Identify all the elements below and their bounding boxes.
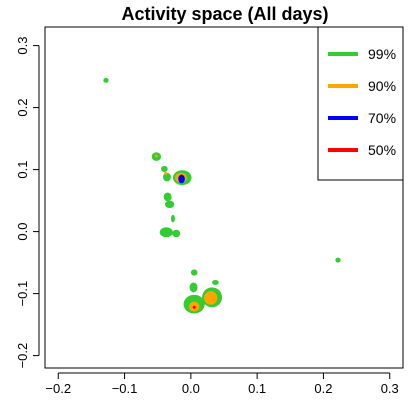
legend-label-99pct: 99%: [368, 46, 396, 62]
contour-region-99pct-8: [159, 227, 173, 238]
x-tick-label: 0.0: [182, 381, 200, 396]
contour-region-99pct-0: [103, 77, 109, 83]
contour-region-50pct-22: [192, 305, 196, 309]
contour-region-99pct-12: [212, 279, 219, 285]
contour-region-99pct-4: [163, 172, 171, 182]
contour-region-99pct-2: [161, 165, 168, 173]
contour-region-90pct-20: [204, 291, 218, 305]
y-tick-label: 0.0: [15, 223, 30, 241]
y-axis: −0.2 −0.1 0.0 0.1 0.2 0.3: [15, 37, 40, 369]
legend-label-50pct: 50%: [368, 142, 396, 158]
legend-label-70pct: 70%: [368, 110, 396, 126]
contour-region-90pct-16: [154, 154, 158, 158]
contour-region-99pct-7: [170, 214, 175, 223]
x-axis: −0.2 −0.1 0.0 0.1 0.2 0.3: [45, 372, 399, 396]
contour-regions: [103, 77, 341, 314]
contour-region-90pct-17: [164, 171, 168, 175]
contour-region-99pct-10: [190, 269, 198, 276]
contour-region-70pct-21: [178, 174, 185, 184]
x-tick-label: 0.1: [248, 381, 266, 396]
plot-frame: [44, 26, 404, 369]
chart-title: Activity space (All days): [121, 4, 328, 24]
x-tick-label: −0.1: [112, 381, 138, 396]
contour-region-99pct-15: [335, 257, 341, 263]
contour-region-99pct-9: [172, 229, 181, 238]
y-tick-label: 0.3: [15, 37, 30, 55]
y-tick-label: −0.2: [15, 343, 30, 369]
y-tick-label: 0.1: [15, 161, 30, 179]
contour-region-99pct-11: [189, 282, 198, 293]
x-tick-label: −0.2: [45, 381, 71, 396]
contour-region-99pct-6: [164, 200, 175, 209]
y-tick-label: 0.2: [15, 99, 30, 117]
x-tick-label: 0.3: [381, 381, 399, 396]
legend: 99% 90% 70% 50%: [317, 26, 404, 181]
contour-region-99pct-5: [163, 192, 172, 202]
y-tick-label: −0.1: [15, 281, 30, 307]
legend-label-90pct: 90%: [368, 78, 396, 94]
x-tick-label: 0.2: [314, 381, 332, 396]
